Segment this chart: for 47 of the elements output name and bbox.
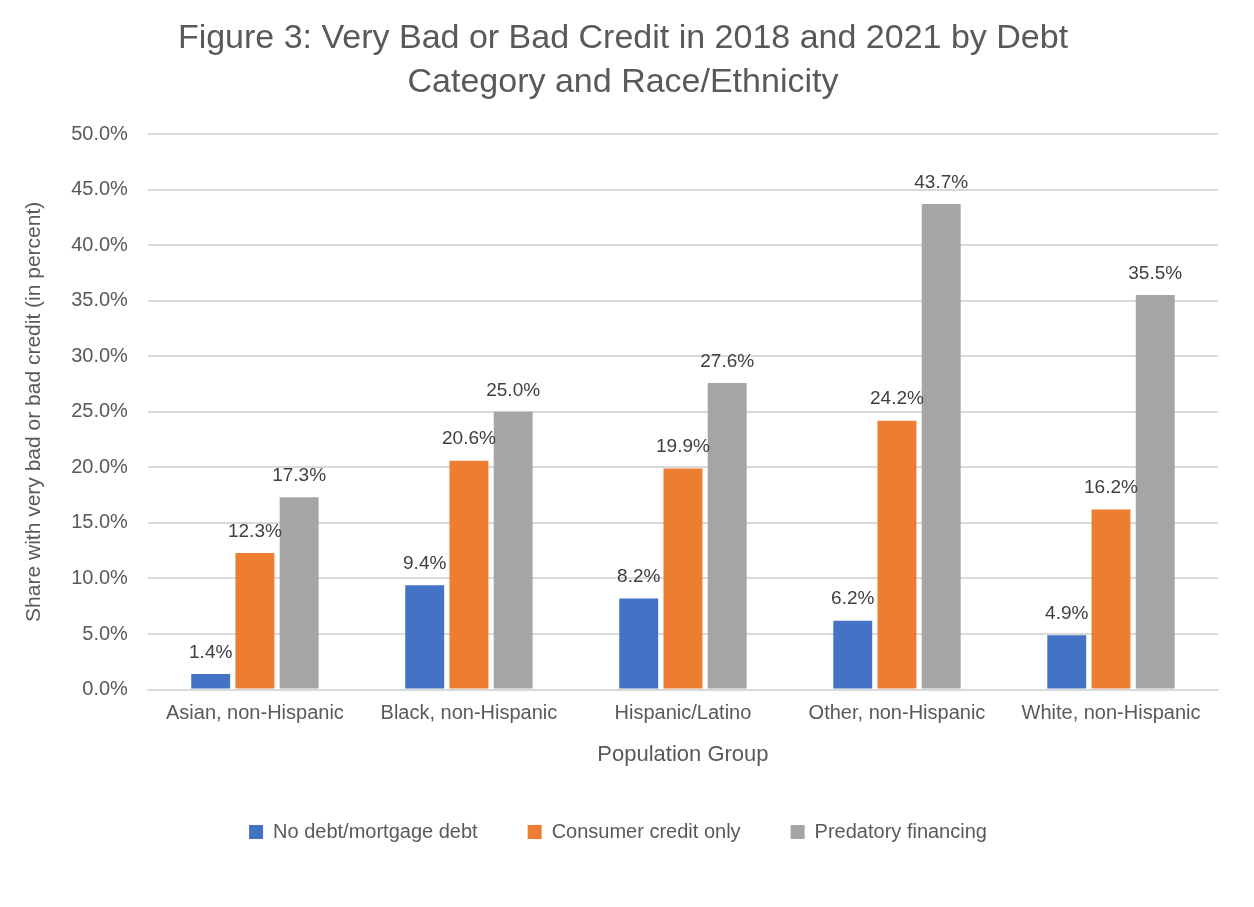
data-label: 12.3% bbox=[227, 519, 282, 541]
data-label: 8.2% bbox=[617, 565, 661, 587]
y-tick-label: 40.0% bbox=[71, 232, 129, 255]
bar bbox=[449, 460, 489, 689]
data-label: 25.0% bbox=[486, 378, 541, 400]
x-axis-title: Population Group bbox=[597, 740, 769, 766]
y-tick-label: 50.0% bbox=[71, 121, 129, 144]
bar bbox=[405, 585, 445, 689]
x-tick-label: Black, non-Hispanic bbox=[380, 701, 558, 724]
data-label: 1.4% bbox=[189, 640, 233, 662]
bar bbox=[833, 620, 873, 689]
data-label: 19.9% bbox=[656, 435, 710, 457]
y-tick-label: 0.0% bbox=[82, 677, 129, 700]
x-tick-label: Other, non-Hispanic bbox=[808, 701, 986, 724]
bar bbox=[235, 552, 275, 689]
y-tick-label: 15.0% bbox=[71, 510, 129, 533]
bar bbox=[619, 598, 659, 689]
y-tick-label: 35.0% bbox=[71, 288, 129, 311]
data-label: 4.9% bbox=[1045, 601, 1089, 623]
bar bbox=[877, 420, 917, 689]
x-tick-label: Hispanic/Latino bbox=[614, 701, 752, 724]
y-tick-label: 5.0% bbox=[82, 621, 129, 644]
y-tick-label: 20.0% bbox=[71, 454, 129, 477]
data-label: 16.2% bbox=[1084, 476, 1139, 498]
data-label: 24.2% bbox=[870, 387, 925, 409]
legend-label: Consumer credit only bbox=[551, 819, 741, 842]
y-axis-title: Share with very bad or bad credit (in percent) bbox=[21, 201, 45, 622]
bar bbox=[663, 468, 703, 689]
data-label: 6.2% bbox=[831, 587, 875, 609]
data-label: 17.3% bbox=[272, 464, 327, 486]
data-label: 20.6% bbox=[442, 427, 496, 449]
y-tick-label: 30.0% bbox=[71, 343, 129, 366]
y-tick-label: 45.0% bbox=[71, 177, 129, 200]
data-label: 27.6% bbox=[700, 349, 755, 371]
bar bbox=[1091, 509, 1131, 689]
data-label: 9.4% bbox=[403, 551, 447, 573]
legend-label: No debt/mortgage debt bbox=[273, 819, 479, 842]
y-tick-label: 25.0% bbox=[71, 399, 129, 422]
data-label: 43.7% bbox=[914, 170, 969, 192]
bar bbox=[191, 674, 231, 689]
x-tick-label: White, non-Hispanic bbox=[1021, 701, 1201, 724]
data-label: 35.5% bbox=[1128, 261, 1183, 283]
y-tick-label: 10.0% bbox=[71, 566, 129, 588]
x-tick-label: Asian, non-Hispanic bbox=[165, 701, 344, 724]
legend-label: Predatory financing bbox=[814, 819, 987, 842]
chart-title: Figure 3: Very Bad or Bad Credit in 2018 and 2021 by Debt Category and Race/Ethnicity bbox=[176, 16, 1070, 101]
bar bbox=[1047, 635, 1087, 689]
